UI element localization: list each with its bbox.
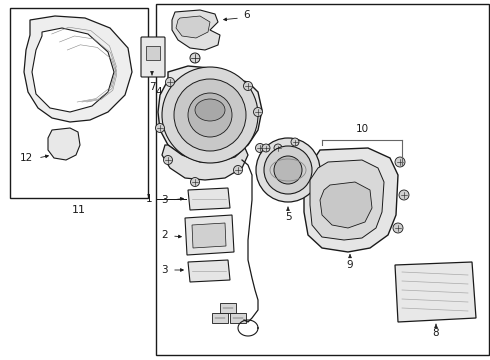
Polygon shape bbox=[24, 16, 132, 122]
Polygon shape bbox=[188, 260, 230, 282]
Circle shape bbox=[399, 190, 409, 200]
Text: 3: 3 bbox=[161, 195, 168, 205]
Circle shape bbox=[262, 144, 270, 152]
Polygon shape bbox=[192, 223, 226, 248]
Bar bbox=[10, 8, 148, 198]
Polygon shape bbox=[310, 160, 384, 240]
Text: 12: 12 bbox=[20, 153, 33, 163]
Circle shape bbox=[190, 53, 200, 63]
Circle shape bbox=[256, 138, 320, 202]
Polygon shape bbox=[304, 148, 398, 252]
Circle shape bbox=[174, 79, 246, 151]
Text: 6: 6 bbox=[243, 10, 249, 20]
Text: 10: 10 bbox=[355, 124, 368, 134]
Circle shape bbox=[164, 156, 172, 165]
Circle shape bbox=[255, 144, 265, 153]
Circle shape bbox=[191, 177, 199, 186]
Polygon shape bbox=[220, 303, 236, 313]
Text: 2: 2 bbox=[161, 230, 168, 240]
Text: 7: 7 bbox=[148, 82, 155, 92]
Circle shape bbox=[155, 123, 165, 132]
Polygon shape bbox=[32, 28, 114, 112]
Polygon shape bbox=[188, 188, 230, 210]
Circle shape bbox=[166, 77, 174, 86]
Circle shape bbox=[291, 138, 299, 146]
Polygon shape bbox=[158, 66, 262, 160]
Text: 1: 1 bbox=[146, 194, 152, 204]
Circle shape bbox=[188, 93, 232, 137]
Text: 11: 11 bbox=[72, 205, 86, 215]
Circle shape bbox=[274, 144, 282, 152]
Polygon shape bbox=[48, 128, 80, 160]
Circle shape bbox=[253, 108, 263, 117]
Text: 4: 4 bbox=[155, 87, 162, 97]
Polygon shape bbox=[162, 145, 248, 180]
Circle shape bbox=[274, 156, 302, 184]
Text: 5: 5 bbox=[285, 212, 292, 222]
Circle shape bbox=[395, 157, 405, 167]
Circle shape bbox=[162, 67, 258, 163]
Bar bbox=[156, 4, 489, 355]
Polygon shape bbox=[230, 313, 246, 323]
Polygon shape bbox=[395, 262, 476, 322]
Bar bbox=[146, 46, 160, 60]
Text: 8: 8 bbox=[433, 328, 440, 338]
Circle shape bbox=[234, 166, 243, 175]
Polygon shape bbox=[320, 182, 372, 228]
FancyBboxPatch shape bbox=[141, 37, 165, 77]
Circle shape bbox=[244, 81, 252, 90]
Text: 9: 9 bbox=[347, 260, 353, 270]
Circle shape bbox=[264, 146, 312, 194]
Ellipse shape bbox=[195, 99, 225, 121]
Polygon shape bbox=[172, 10, 220, 50]
Circle shape bbox=[393, 223, 403, 233]
Text: 3: 3 bbox=[161, 265, 168, 275]
Polygon shape bbox=[212, 313, 228, 323]
Polygon shape bbox=[176, 16, 210, 38]
Polygon shape bbox=[185, 215, 234, 255]
